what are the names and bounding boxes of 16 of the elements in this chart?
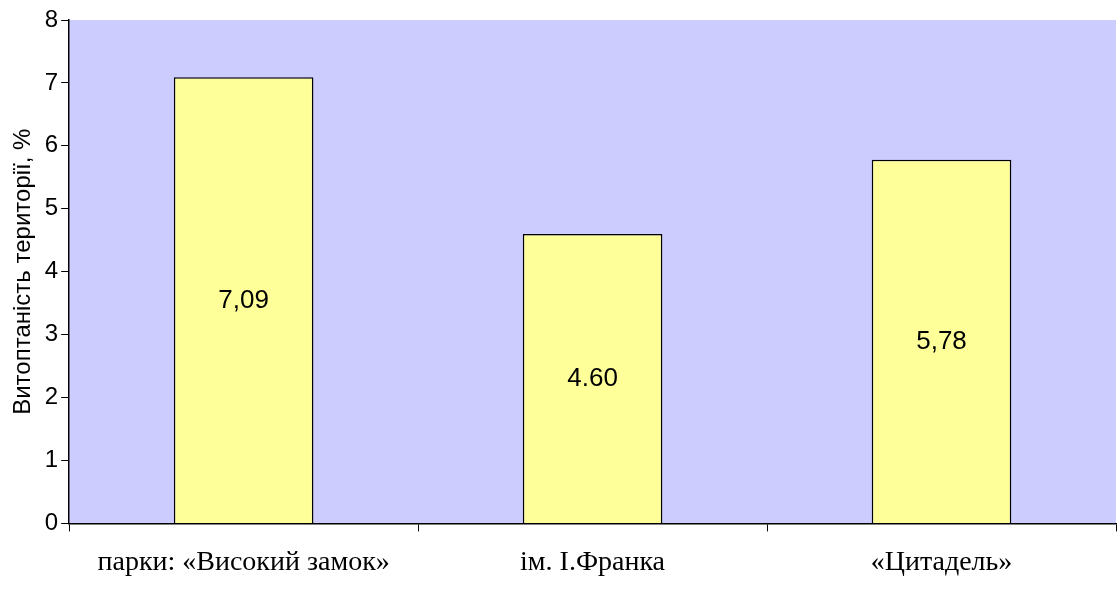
y-tick-label: 8 <box>44 4 59 32</box>
x-tick-label: парки: «Високий замок» <box>97 544 390 576</box>
x-tick-label: ім. І.Франка <box>520 544 666 576</box>
data-label: 4.60 <box>567 361 618 392</box>
y-tick-label: 4 <box>44 256 59 284</box>
y-tick-label: 1 <box>44 445 59 473</box>
y-tick-label: 0 <box>44 508 59 536</box>
x-tick-label: «Цитадель» <box>870 544 1013 576</box>
data-label: 5,78 <box>916 324 967 355</box>
y-tick-label: 5 <box>44 193 59 221</box>
y-tick-label: 2 <box>44 382 59 410</box>
y-tick-label: 7 <box>44 67 59 95</box>
y-tick-label: 3 <box>44 319 59 347</box>
y-tick-label: 6 <box>44 130 59 158</box>
data-label: 7,09 <box>218 283 269 314</box>
y-axis-title: Витоптаність території, % <box>8 128 36 415</box>
